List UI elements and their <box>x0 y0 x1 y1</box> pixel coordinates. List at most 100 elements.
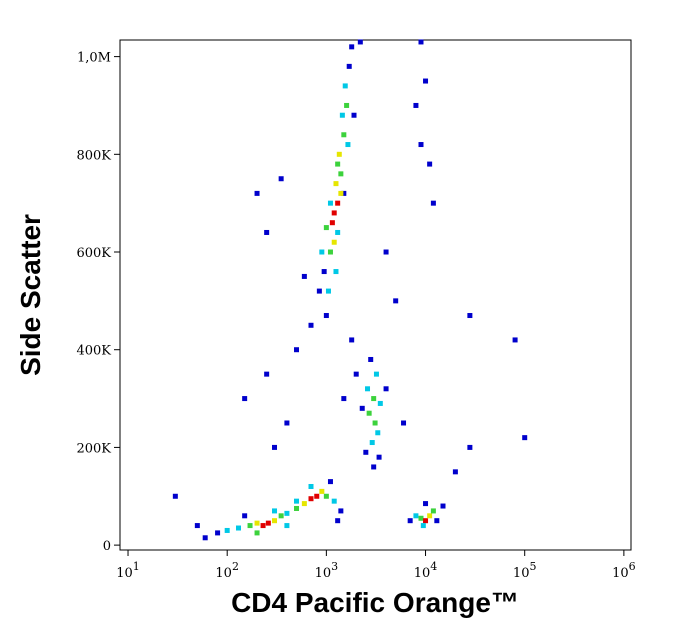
x-tick-exponent: 1 <box>133 560 140 573</box>
x-tick-exponent: 3 <box>331 560 338 573</box>
point <box>333 181 339 187</box>
point <box>331 498 337 504</box>
point <box>418 142 424 148</box>
x-tick-label: 105 <box>513 560 537 581</box>
point <box>359 405 365 411</box>
point <box>316 288 322 294</box>
point <box>278 513 284 519</box>
point <box>294 505 300 511</box>
point <box>512 337 518 343</box>
point <box>224 527 230 533</box>
x-tick-label: 104 <box>414 560 438 581</box>
point <box>331 239 337 245</box>
point <box>363 449 369 455</box>
point <box>371 464 377 470</box>
point <box>349 44 355 50</box>
point <box>194 523 200 529</box>
x-tick-exponent: 4 <box>430 560 437 573</box>
point <box>338 508 344 514</box>
point <box>372 420 378 426</box>
point <box>272 508 278 514</box>
x-axis-title: CD4 Pacific Orange™ <box>231 587 519 618</box>
point <box>341 396 347 402</box>
point <box>365 386 371 392</box>
point <box>407 518 413 524</box>
point <box>265 520 271 526</box>
point <box>314 493 320 499</box>
x-tick-base: 10 <box>513 566 530 581</box>
point <box>323 313 329 319</box>
point <box>284 523 290 529</box>
point <box>375 430 381 436</box>
point <box>467 313 473 319</box>
point <box>335 518 341 524</box>
point <box>202 535 208 541</box>
point <box>284 420 290 426</box>
point <box>264 229 270 235</box>
x-tick-label: 103 <box>315 560 339 581</box>
point <box>321 269 327 275</box>
point <box>329 220 335 226</box>
point <box>366 410 372 416</box>
point <box>423 518 429 524</box>
point <box>351 112 357 118</box>
x-tick-base: 10 <box>414 566 431 581</box>
point <box>254 190 260 196</box>
y-tick-label: 400K <box>76 344 111 359</box>
plot-frame <box>119 39 632 551</box>
point <box>427 161 433 167</box>
point <box>331 210 337 216</box>
point <box>427 513 433 519</box>
y-tick-label: 200K <box>76 441 111 456</box>
point <box>338 171 344 177</box>
point <box>264 371 270 377</box>
point <box>272 444 278 450</box>
y-tick-label: 600K <box>76 246 111 261</box>
point <box>353 371 359 377</box>
point <box>423 78 429 84</box>
point <box>420 523 426 529</box>
point <box>393 298 399 304</box>
point <box>376 454 382 460</box>
point <box>247 523 253 529</box>
point <box>368 356 374 362</box>
y-tick-label: 0 <box>103 539 111 554</box>
point <box>327 200 333 206</box>
x-tick-exponent: 6 <box>629 560 636 573</box>
point <box>434 518 440 524</box>
point <box>308 322 314 328</box>
x-tick-label: 106 <box>612 560 636 581</box>
point <box>308 496 314 502</box>
point <box>319 249 325 255</box>
point <box>369 440 375 446</box>
point <box>440 503 446 509</box>
point <box>401 420 407 426</box>
point <box>339 112 345 118</box>
point <box>413 513 419 519</box>
point <box>319 488 325 494</box>
point <box>338 190 344 196</box>
point <box>344 102 350 108</box>
point <box>325 288 331 294</box>
point <box>284 510 290 516</box>
y-tick-label: 800K <box>76 148 111 163</box>
x-tick-label: 102 <box>215 560 239 581</box>
point <box>345 142 351 148</box>
x-tick-label: 101 <box>116 560 140 581</box>
point <box>242 396 248 402</box>
point <box>357 39 363 45</box>
x-tick-base: 10 <box>315 566 332 581</box>
point <box>377 400 383 406</box>
point <box>430 200 436 206</box>
point <box>260 523 266 529</box>
point <box>335 229 341 235</box>
point <box>342 83 348 89</box>
point <box>294 498 300 504</box>
x-tick-exponent: 2 <box>232 560 239 573</box>
point <box>308 483 314 489</box>
point <box>333 269 339 275</box>
point <box>413 102 419 108</box>
point <box>373 371 379 377</box>
point <box>522 435 528 441</box>
